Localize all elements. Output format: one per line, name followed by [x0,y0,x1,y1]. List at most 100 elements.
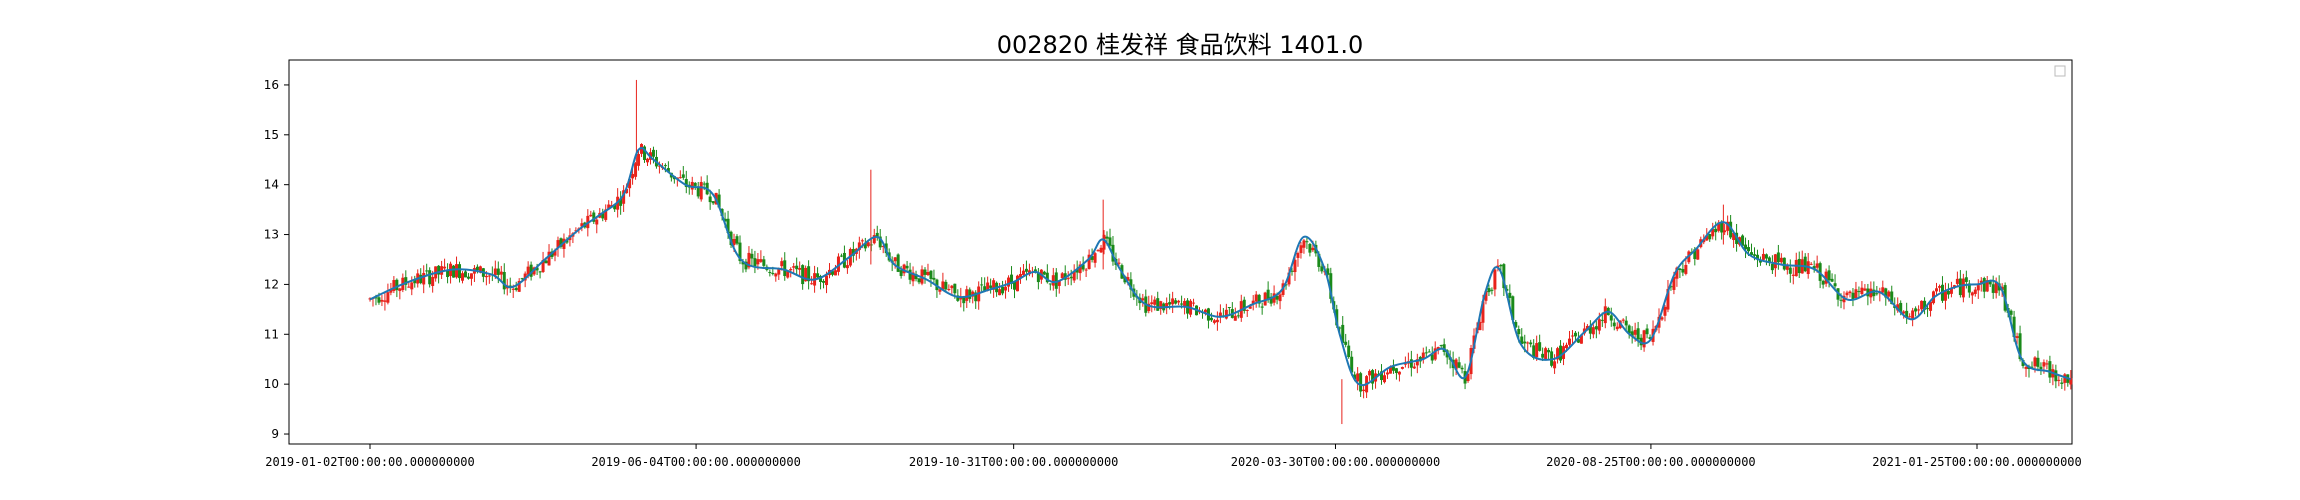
candle-body [1454,359,1458,370]
candle-body [2024,366,2028,369]
candle-body [2036,357,2040,367]
candle-body [1538,342,1542,351]
candle-body [1004,286,1008,291]
candle-body [619,198,623,206]
candle-body [1788,267,1792,274]
candle-body [1439,345,1443,347]
candle-body [1615,326,1619,330]
candle-body [1066,278,1070,280]
candle-body [643,146,647,160]
candle-body [1060,273,1064,279]
x-tick-label: 2021-01-25T00:00:00.000000000 [1872,455,2082,469]
candle-body [1018,274,1022,278]
candle-body [529,264,533,277]
candle-body [1359,373,1363,392]
candle-body [1848,291,1852,294]
candle-body [526,266,530,275]
x-tick-label: 2020-08-25T00:00:00.000000000 [1546,455,1756,469]
candle-body [1391,366,1395,371]
candle-body [1021,270,1025,275]
candle-body [2033,357,2037,367]
candle-body [1594,326,1598,330]
candle-body [1424,352,1428,354]
candle-body [1520,336,1524,345]
candle-body [1943,291,1947,301]
candle-body [1815,263,1819,268]
candle-body [544,260,548,264]
candle-body [395,279,399,291]
candle-body [1171,298,1175,305]
candle-body [792,266,796,268]
x-tick-label: 2019-06-04T00:00:00.000000000 [591,455,801,469]
candle-body [1371,370,1375,384]
candle-body [1573,332,1577,337]
candle-body [860,240,864,242]
candle-body [771,273,775,275]
candle-body [1215,319,1219,323]
candle-body [1299,245,1303,254]
candle-body [634,163,638,177]
candle-body [681,174,685,178]
candle-body [944,281,948,290]
candle-body [1224,309,1228,319]
candle-body [463,271,467,278]
candle-body [1326,268,1330,275]
candle-body [693,182,697,186]
candle-body [962,296,966,304]
candle-body [1024,268,1028,272]
candle-body [1287,272,1291,285]
candle-body [1744,244,1748,250]
candle-body [893,257,897,262]
candle-body [496,268,500,275]
candle-body [878,236,882,248]
candle-body [753,258,757,267]
candle-body [466,276,470,279]
candle-body [1845,292,1849,296]
candle-body [998,289,1002,296]
candle-body [929,270,933,279]
candle-body [1678,268,1682,271]
candle-body [678,177,682,179]
candle-body [1368,370,1372,376]
candle-body [559,238,563,247]
candle-body [914,274,918,280]
candle-body [595,219,599,225]
candle-body [1317,253,1321,267]
candle-body [857,242,861,251]
candle-body [783,260,787,277]
candle-body [1872,289,1876,297]
candle-body [1896,304,1900,311]
candle-body [458,264,462,279]
candle-body [1541,353,1545,358]
candle-body [535,267,539,271]
candle-body [1278,294,1282,302]
candle-body [1481,301,1485,323]
candle-body [1156,298,1160,311]
legend-box[interactable] [2054,65,2066,77]
candle-body [1905,310,1909,318]
candle-body [1609,315,1613,321]
candle-body [1633,329,1637,335]
candle-body [1529,342,1533,345]
candle-body [2012,316,2016,337]
candle-body [1741,235,1745,246]
candle-body [1385,372,1389,375]
candle-body [1579,335,1583,344]
candle-body [1917,309,1921,311]
y-tick-label: 9 [271,427,279,441]
candle-body [562,238,566,249]
candle-body [2015,336,2019,338]
candle-body [1693,249,1697,260]
candle-body [1284,284,1288,286]
candle-body [1433,348,1437,360]
candle-body [1266,289,1270,300]
chart-title: 002820 桂发祥 食品饮料 1401.0 [997,31,1363,59]
candle-body [1347,345,1351,358]
candle-body [443,266,447,269]
candle-body [601,213,605,219]
candle-body [1409,359,1413,368]
candle-body [1791,274,1795,276]
candle-body [1588,325,1592,334]
candle-body [1514,321,1518,328]
